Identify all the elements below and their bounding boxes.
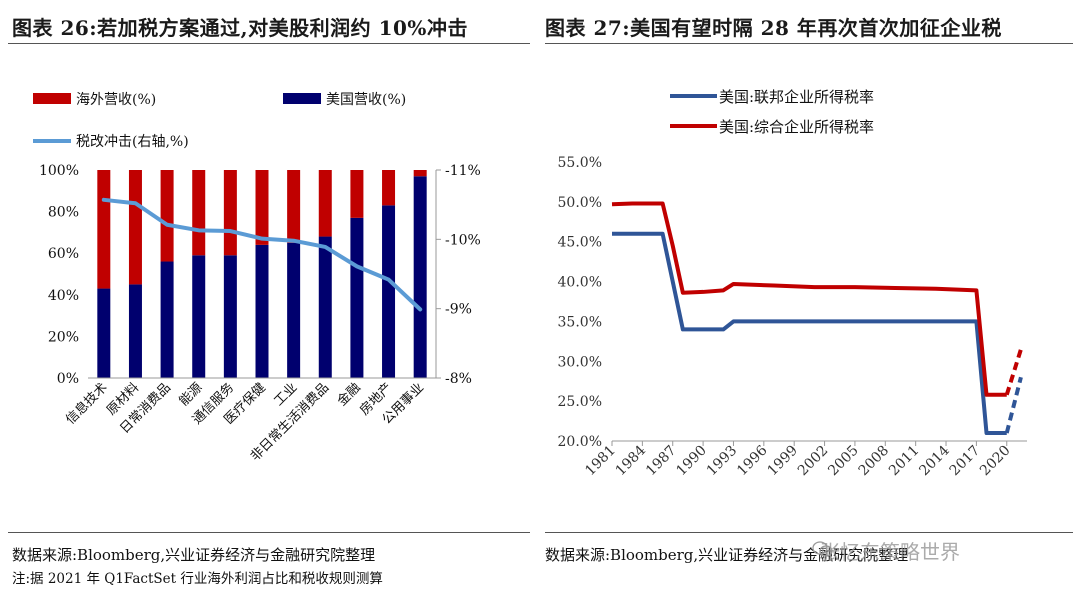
right-y-tick-1: -9% <box>445 302 472 318</box>
y-tick-1: 25.0% <box>558 394 602 410</box>
legend-label-us: 美国营收(%) <box>326 92 406 108</box>
x-tick-13: 2020 <box>977 443 1014 480</box>
bar-overseas-2 <box>160 170 174 262</box>
wechat-icon <box>812 541 833 557</box>
left-y-tick-5: 100% <box>39 163 79 179</box>
left-source-text: 数据来源:Bloomberg,兴业证券经济与金融研究院整理 <box>12 546 376 564</box>
legend-label-impact: 税改冲击(右轴,%) <box>76 134 189 150</box>
bar-us-9 <box>382 205 396 378</box>
right-source-text: 数据来源:Bloomberg,兴业证券经济与金融研究院整理 <box>545 546 909 564</box>
bar-us-5 <box>255 244 269 378</box>
bar-overseas-5 <box>255 170 269 245</box>
left-title-rule <box>8 43 530 44</box>
bar-overseas-1 <box>128 170 142 285</box>
legend-swatch-overseas <box>33 93 71 104</box>
y-tick-2: 30.0% <box>558 354 602 370</box>
combined-rate-projection <box>1004 348 1023 396</box>
left-y-tick-4: 80% <box>48 205 79 221</box>
right-figure-title: 图表 27:美国有望时隔 28 年再次首次加征企业税 <box>545 16 1002 40</box>
x-tick-8: 2005 <box>825 443 862 480</box>
x-tick-2: 1987 <box>643 443 680 480</box>
x-tick-12: 2017 <box>947 443 984 480</box>
bar-us-8 <box>350 217 364 378</box>
bar-overseas-10 <box>413 170 427 177</box>
legend-label-combined: 美国:综合企业所得税率 <box>719 118 874 136</box>
bar-us-7 <box>318 236 332 378</box>
bar-overseas-6 <box>287 170 301 243</box>
x-tick-4: 1993 <box>704 443 741 480</box>
bar-overseas-3 <box>192 170 206 256</box>
y-tick-0: 20.0% <box>558 434 602 450</box>
x-tick-9: 2008 <box>856 443 893 480</box>
bar-us-1 <box>128 284 142 378</box>
bar-us-6 <box>287 242 301 378</box>
x-tick-10: 2011 <box>886 443 923 480</box>
y-tick-5: 45.0% <box>558 235 602 251</box>
y-tick-7: 55.0% <box>558 155 602 171</box>
left-y-tick-2: 40% <box>48 288 79 304</box>
left-figure-title: 图表 26:若加税方案通过,对美股利润约 10%冲击 <box>12 16 468 40</box>
right-figure: 图表 27:美国有望时隔 28 年再次首次加征企业税 美国:联邦企业所得税率 美国… <box>545 0 1080 596</box>
right-y-tick-0: -8% <box>445 371 472 387</box>
bar-us-4 <box>223 255 237 378</box>
bar-overseas-8 <box>350 170 364 218</box>
federal-rate-line <box>612 231 1007 436</box>
y-tick-3: 35.0% <box>558 314 602 330</box>
bar-us-2 <box>160 261 174 378</box>
legend-label-overseas: 海外营收(%) <box>76 92 156 108</box>
legend-label-federal: 美国:联邦企业所得税率 <box>719 88 874 106</box>
combined-rate-line <box>611 201 1007 397</box>
right-y-tick-2: -10% <box>445 232 481 248</box>
right-source-rule <box>545 532 1073 533</box>
x-tick-3: 1990 <box>673 443 710 480</box>
right-title-rule <box>545 43 1073 44</box>
left-y-tick-0: 0% <box>57 371 79 387</box>
y-tick-4: 40.0% <box>558 275 602 291</box>
bar-us-0 <box>97 288 111 378</box>
bar-overseas-9 <box>382 170 396 206</box>
federal-rate-projection <box>1004 376 1023 434</box>
legend-swatch-us <box>283 93 321 104</box>
bar-overseas-4 <box>223 170 237 256</box>
left-y-tick-1: 20% <box>48 329 79 345</box>
left-y-tick-3: 60% <box>48 246 79 262</box>
x-tick-11: 2014 <box>916 442 953 479</box>
x-tick-1: 1984 <box>613 442 650 479</box>
left-figure: 图表 26:若加税方案通过,对美股利润约 10%冲击 海外营收(%) 美国营收(%… <box>0 0 535 596</box>
y-tick-6: 50.0% <box>558 195 602 211</box>
bar-us-10 <box>413 176 427 378</box>
bar-us-3 <box>192 255 206 378</box>
left-note-text: 注:据 2021 年 Q1FactSet 行业海外利润占比和税收规则测算 <box>12 571 383 587</box>
watermark: 张忆东策略世界 <box>820 540 960 564</box>
left-source-rule <box>8 532 530 533</box>
right-y-tick-3: -11% <box>445 163 481 179</box>
x-tick-5: 1996 <box>734 442 771 479</box>
x-tick-6: 1999 <box>765 443 802 480</box>
x-tick-7: 2002 <box>795 443 832 480</box>
bar-overseas-7 <box>318 170 332 237</box>
bar-overseas-0 <box>97 170 111 289</box>
